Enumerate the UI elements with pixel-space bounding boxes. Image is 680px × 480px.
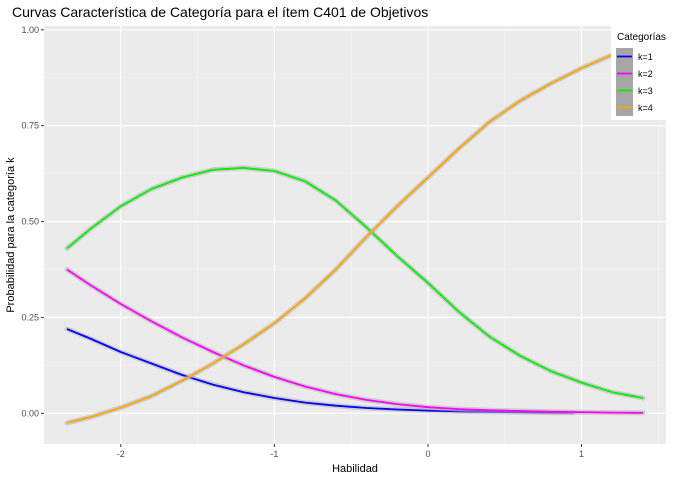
series-layer bbox=[64, 44, 646, 426]
chart-title: Curvas Característica de Categoría para … bbox=[12, 4, 429, 20]
x-tick-label: -1 bbox=[270, 449, 278, 459]
legend-label-k=2: k=2 bbox=[638, 69, 653, 79]
y-tick-label: 1.00 bbox=[21, 25, 39, 35]
x-tick-label: 0 bbox=[425, 449, 430, 459]
grid-major bbox=[44, 26, 666, 444]
x-tick-label: -2 bbox=[117, 449, 125, 459]
y-tick-label: 0.50 bbox=[21, 217, 39, 227]
series-line-k=3 bbox=[66, 166, 644, 399]
y-tick-label: 0.75 bbox=[21, 121, 39, 131]
series-line-k=2 bbox=[66, 268, 644, 414]
y-tick-label: 0.00 bbox=[21, 408, 39, 418]
legend-label-k=4: k=4 bbox=[638, 103, 653, 113]
legend-label-k=1: k=1 bbox=[638, 52, 653, 62]
legend-label-k=3: k=3 bbox=[638, 86, 653, 96]
y-axis-title: Probabilidad para la categoría k bbox=[5, 157, 17, 313]
axis-ticks: -2 -1 0 1 0.00 0.25 0.50 0.75 1.00 bbox=[21, 25, 584, 459]
legend: Categorías k=1 k=2 k=3 k=4 bbox=[611, 26, 669, 120]
x-axis-title: Habilidad bbox=[332, 463, 378, 475]
x-tick-label: 1 bbox=[579, 449, 584, 459]
y-tick-label: 0.25 bbox=[21, 312, 39, 322]
series-line-k=4 bbox=[66, 46, 644, 424]
legend-title: Categorías bbox=[617, 32, 666, 43]
